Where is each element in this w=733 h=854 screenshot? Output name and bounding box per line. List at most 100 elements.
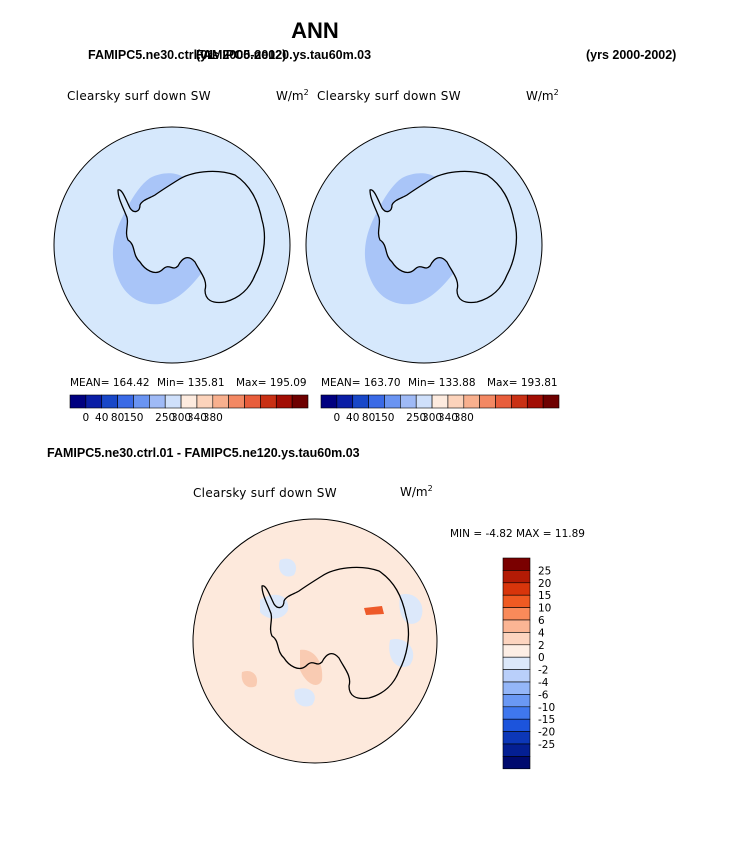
top-left-years: (yrs 2000-2002) xyxy=(196,48,287,62)
colorbar-swatch xyxy=(502,607,531,621)
antarctic-continent-outline xyxy=(261,566,410,700)
colorbar-swatch xyxy=(502,706,531,720)
colorbar-tick-label: 250 xyxy=(406,412,426,424)
colorbar-tick-label: 0 xyxy=(83,412,90,424)
panel2-field-label: Clearsky surf down SW xyxy=(317,89,461,103)
colorbar-swatch xyxy=(502,669,531,683)
colorbar-tick-label: 150 xyxy=(123,412,143,424)
colorbar-swatch xyxy=(502,632,531,646)
map-panel-1 xyxy=(54,127,290,363)
colorbar-swatch xyxy=(69,394,87,409)
colorbar-tick-label: 300 xyxy=(171,412,191,424)
colorbar-tick-label: 40 xyxy=(95,412,108,424)
panel2-max: Max= 193.81 xyxy=(487,377,558,389)
colorbar-swatch xyxy=(495,394,512,409)
colorbar-tick-label: 0 xyxy=(334,412,341,424)
colorbar-swatch xyxy=(431,394,449,409)
colorbar-swatch xyxy=(542,394,560,409)
colorbar-tick-label: 340 xyxy=(187,412,207,424)
colorbar-swatch xyxy=(101,394,118,409)
colorbar-swatch xyxy=(526,394,544,409)
negative-patch xyxy=(294,688,315,707)
map1-border xyxy=(53,126,291,364)
colorbar-swatch xyxy=(502,644,531,658)
map-panel-diff xyxy=(193,519,437,763)
map2-border xyxy=(305,126,543,364)
colorbar-tick-label: 15 xyxy=(538,590,551,602)
colorbar-swatch xyxy=(384,394,401,409)
colorbar-swatch xyxy=(260,394,277,409)
antarctic-continent xyxy=(369,170,518,304)
colorbar-swatch xyxy=(463,394,480,409)
panel2-units: W/m2 xyxy=(526,88,559,103)
colorbar-tick-label: 340 xyxy=(438,412,458,424)
colorbar-swatch xyxy=(336,394,354,409)
diff-units: W/m2 xyxy=(400,484,433,499)
colorbar-tick-label: 0 xyxy=(538,652,545,664)
figure-title: ANN xyxy=(291,18,339,43)
colorbar-swatch xyxy=(502,743,531,757)
colorbar-swatch xyxy=(352,394,369,409)
colorbar-swatch xyxy=(117,394,134,409)
colorbar-tick-label: -25 xyxy=(538,739,555,751)
colorbar-tick-label: 150 xyxy=(374,412,394,424)
colorbar-swatch xyxy=(149,394,166,409)
colorbar-swatch xyxy=(502,731,531,745)
colorbar-swatch xyxy=(502,619,531,633)
colorbar-swatch xyxy=(180,394,198,409)
colorbar-tick-label: 10 xyxy=(538,603,551,615)
colorbar-swatch xyxy=(502,594,531,608)
colorbar-tick-label: 6 xyxy=(538,615,545,627)
colorbar-tick-label: -6 xyxy=(538,689,549,701)
colorbar-swatch xyxy=(502,718,531,732)
colorbar-swatch xyxy=(502,582,531,596)
diff-field-label: Clearsky surf down SW xyxy=(193,486,337,500)
colorbar-swatch xyxy=(196,394,214,409)
colorbar-swatch xyxy=(502,557,531,571)
colorbar-swatch xyxy=(320,394,338,409)
colorbar-swatch xyxy=(479,394,496,409)
colorbar-swatch xyxy=(228,394,245,409)
colorbar-swatch xyxy=(133,394,150,409)
colorbar-swatch xyxy=(415,394,433,409)
top-right-years: (yrs 2000-2002) xyxy=(586,48,677,62)
colorbar-swatch xyxy=(511,394,528,409)
colorbar-tick-label: 20 xyxy=(538,578,551,590)
colorbar-swatch xyxy=(400,394,417,409)
colorbar-swatch xyxy=(368,394,385,409)
antarctic-continent xyxy=(117,170,266,304)
panel1-units: W/m2 xyxy=(276,88,309,103)
colorbar-tick-label: 300 xyxy=(422,412,442,424)
map-panel-2 xyxy=(306,127,542,363)
colorbar-swatch xyxy=(164,394,182,409)
diff-case-title: FAMIPC5.ne30.ctrl.01 - FAMIPC5.ne120.ys.… xyxy=(47,446,360,460)
max-positive-patch xyxy=(364,606,384,615)
colorbar-tick-label: -4 xyxy=(538,677,549,689)
diff-minmax: MIN = -4.82 MAX = 11.89 xyxy=(450,528,585,540)
panel1-min: Min= 135.81 xyxy=(157,377,225,389)
colorbar-tick-label: -2 xyxy=(538,665,548,677)
colorbar-swatch xyxy=(502,570,531,584)
colorbar-swatch xyxy=(85,394,103,409)
panel2-mean: MEAN= 163.70 xyxy=(321,377,401,389)
ocean-background xyxy=(193,519,437,763)
colorbar-tick-label: 80 xyxy=(362,412,375,424)
positive-patch xyxy=(241,670,258,688)
panel2-min: Min= 133.88 xyxy=(408,377,476,389)
map3-border xyxy=(192,518,438,764)
negative-patch xyxy=(399,594,423,624)
colorbar-swatch xyxy=(502,694,531,708)
colorbar-swatch xyxy=(275,394,293,409)
panel1-field-label: Clearsky surf down SW xyxy=(67,89,211,103)
colorbar-tick-label: 4 xyxy=(538,627,545,639)
top-left-case-a: FAMIPC5.ne30.ctrl.01 xyxy=(88,48,215,62)
panel1-max: Max= 195.09 xyxy=(236,377,307,389)
negative-patch xyxy=(279,558,297,577)
colorbar-tick-label: 25 xyxy=(538,565,551,577)
colorbar-swatch xyxy=(447,394,465,409)
negative-patch xyxy=(260,594,289,619)
colorbar-swatch xyxy=(212,394,229,409)
